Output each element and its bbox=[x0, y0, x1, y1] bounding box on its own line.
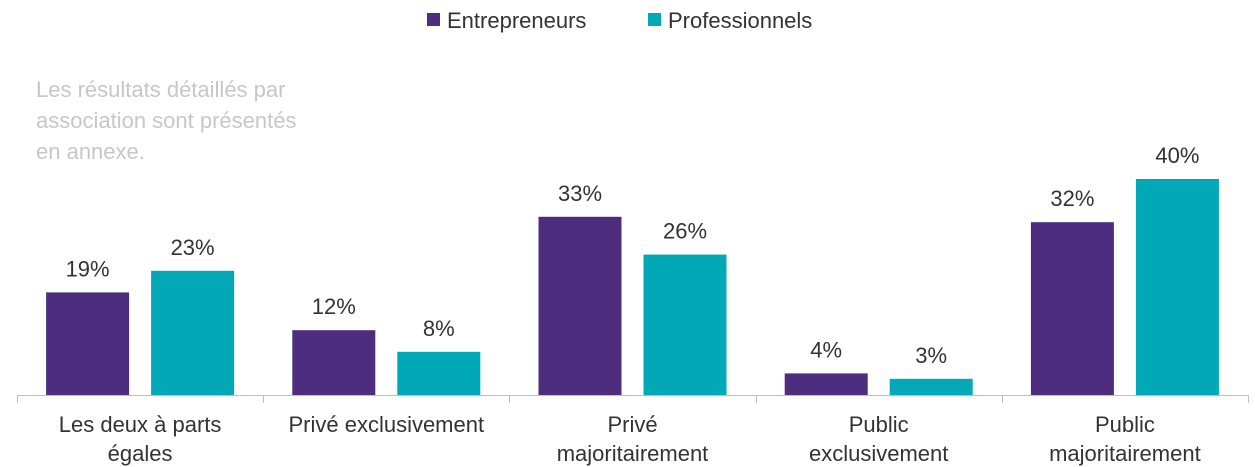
bar-entrepreneurs bbox=[1030, 222, 1114, 395]
bar-professionnels bbox=[1135, 179, 1219, 395]
value-label: 33% bbox=[558, 181, 602, 206]
bar-entrepreneurs bbox=[538, 216, 622, 395]
value-label: 26% bbox=[663, 219, 707, 244]
category-label: exclusivement bbox=[809, 441, 948, 466]
annex-note-line: Les résultats détaillés par bbox=[36, 77, 285, 102]
legend-label-entrepreneurs: Entrepreneurs bbox=[447, 8, 586, 33]
value-label: 19% bbox=[66, 256, 110, 281]
category-label: Privé exclusivement bbox=[288, 412, 484, 437]
bar-entrepreneurs bbox=[46, 292, 130, 395]
category-label: Public bbox=[1095, 412, 1155, 437]
value-label: 12% bbox=[312, 294, 356, 319]
annex-note-line: en annexe. bbox=[36, 139, 145, 164]
bar-professionnels bbox=[643, 254, 727, 395]
value-label: 8% bbox=[423, 316, 455, 341]
bar-entrepreneurs bbox=[292, 330, 376, 395]
bars-group bbox=[46, 179, 1219, 395]
legend: Entrepreneurs Professionnels bbox=[427, 8, 812, 33]
bar-professionnels bbox=[889, 378, 973, 395]
value-label: 4% bbox=[810, 337, 842, 362]
legend-swatch-professionnels bbox=[648, 13, 661, 26]
category-label: Les deux à parts bbox=[59, 412, 222, 437]
bar-professionnels bbox=[397, 351, 481, 395]
category-label: Public bbox=[849, 412, 909, 437]
x-axis bbox=[17, 395, 1249, 403]
legend-label-professionnels: Professionnels bbox=[668, 8, 812, 33]
legend-swatch-entrepreneurs bbox=[427, 13, 440, 26]
value-label: 3% bbox=[915, 343, 947, 368]
category-label: Privé bbox=[607, 412, 657, 437]
category-labels-group: Les deux à parts égales Privé exclusivemen… bbox=[59, 412, 1201, 466]
category-label: majoritairement bbox=[1049, 441, 1201, 466]
category-label: égales bbox=[108, 441, 173, 466]
value-label: 23% bbox=[171, 235, 215, 260]
category-label: majoritairement bbox=[557, 441, 709, 466]
bar-entrepreneurs bbox=[784, 373, 868, 395]
value-labels-group: 19% 23% 12% 8% 33% 26% 4% 3% 32% 40% bbox=[66, 143, 1200, 368]
value-label: 40% bbox=[1155, 143, 1199, 168]
value-label: 32% bbox=[1050, 186, 1094, 211]
annex-note-line: association sont présentés bbox=[36, 108, 297, 133]
annex-note: Les résultats détaillés par association s… bbox=[36, 77, 297, 164]
bar-professionnels bbox=[151, 270, 235, 395]
